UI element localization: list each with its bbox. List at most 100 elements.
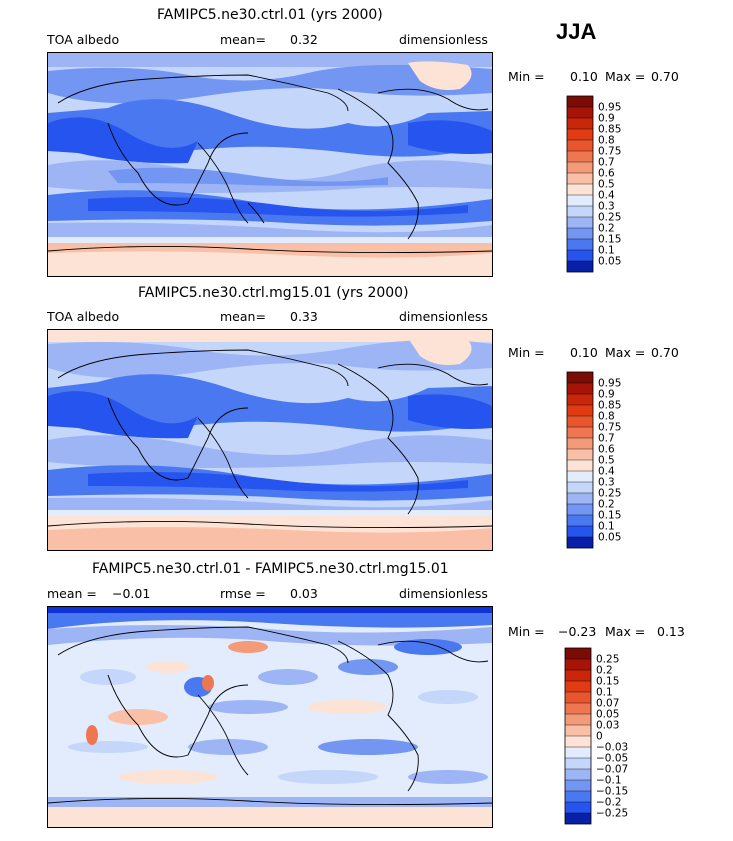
colorbar-swatch [567, 372, 593, 383]
colorbar-swatch [565, 769, 591, 780]
colorbar-level-label: 0.85 [598, 400, 621, 412]
colorbar-level-label: 0.05 [598, 532, 621, 544]
colorbar-swatch [567, 438, 593, 449]
colorbar-level-label: 0.07 [596, 698, 619, 710]
colorbar-level-label: 0.85 [598, 124, 621, 136]
colorbar-level-label: 0 [596, 731, 603, 743]
colorbar-swatch [567, 162, 593, 173]
panel3-units: dimensionless [399, 586, 488, 601]
colorbar-level-label: 0.1 [596, 687, 613, 699]
colorbar-level-label: 0.25 [596, 654, 619, 666]
colorbar-level-label: 0.75 [598, 146, 621, 158]
colorbar-swatch [567, 250, 593, 261]
colorbar-swatch [565, 813, 591, 824]
colorbar-swatch [567, 107, 593, 118]
colorbar-level-label: 0.9 [598, 389, 615, 401]
colorbar-swatch [565, 703, 591, 714]
colorbar-swatch [565, 758, 591, 769]
colorbar-level-label: 0.8 [598, 135, 615, 147]
colorbar-level-label: 0.4 [598, 190, 615, 202]
colorbar-level-label: 0.7 [598, 157, 615, 169]
colorbar-swatch [565, 692, 591, 703]
panel1-map [47, 52, 493, 277]
panel1-field-label: TOA albedo [47, 32, 120, 47]
colorbar-level-label: 0.8 [598, 411, 615, 423]
panel1-mean-label: mean= [220, 32, 266, 47]
panel3-colorbar: 0.25 0.2 0.15 0.1 0.07 0.05 0.03 0 −0.03 −0.05 −0.… [564, 647, 685, 825]
colorbar-level-label: 0.95 [598, 378, 621, 390]
colorbar-level-label: 0.5 [598, 455, 615, 467]
panel2-mean-value: 0.33 [290, 309, 318, 324]
panel2-mean-label: mean= [220, 309, 266, 324]
panel3-mean-label: mean = [47, 586, 97, 601]
colorbar-level-label: 0.4 [598, 466, 615, 478]
colorbar-swatch [565, 648, 591, 659]
panel2-units: dimensionless [399, 309, 488, 324]
colorbar-level-label: 0.95 [598, 102, 621, 114]
panel3-mean-value: −0.01 [112, 586, 151, 601]
colorbar-swatch [567, 460, 593, 471]
panel2-max-value: 0.70 [651, 345, 679, 360]
colorbar-swatch [565, 725, 591, 736]
colorbar-swatch [567, 261, 593, 272]
colorbar-swatch [567, 118, 593, 129]
panel1-title: FAMIPC5.ne30.ctrl.01 (yrs 2000) [157, 7, 383, 23]
panel2-max-label: Max = [605, 345, 646, 360]
colorbar-level-label: 0.7 [598, 433, 615, 445]
colorbar-swatch [567, 515, 593, 526]
colorbar-swatch [567, 206, 593, 217]
panel3-map [47, 606, 493, 828]
panel2-colorbar: 0.95 0.9 0.85 0.8 0.75 0.7 0.6 0.5 0.4 0.3 0.25 0.2… [566, 371, 687, 549]
colorbar-swatch [565, 736, 591, 747]
colorbar-level-label: 0.6 [598, 444, 615, 456]
colorbar-swatch [567, 217, 593, 228]
colorbar-swatch [567, 405, 593, 416]
panel3-max-label: Max = [605, 624, 646, 639]
colorbar-swatch [565, 659, 591, 670]
colorbar-level-label: 0.9 [598, 113, 615, 125]
panel2-min-label: Min = [508, 345, 545, 360]
colorbar-level-label: 0.05 [598, 256, 621, 268]
colorbar-level-label: 0.5 [598, 179, 615, 191]
panel1-max-value: 0.70 [651, 69, 679, 84]
colorbar-swatch [567, 96, 593, 107]
colorbar-level-label: −0.07 [596, 764, 628, 776]
colorbar-swatch [567, 239, 593, 250]
panel1-units: dimensionless [399, 32, 488, 47]
colorbar-level-label: 0.15 [596, 676, 619, 688]
panel2-field-label: TOA albedo [47, 309, 120, 324]
colorbar-swatch [567, 184, 593, 195]
colorbar-swatch [567, 504, 593, 515]
panel3-min-value: −0.23 [558, 624, 597, 639]
colorbar-swatch [567, 129, 593, 140]
panel1-max-label: Max = [605, 69, 646, 84]
panel3-min-label: Min = [508, 624, 545, 639]
panel1-mean-value: 0.32 [290, 32, 318, 47]
colorbar-level-label: −0.25 [596, 808, 628, 820]
panel1-min-value: 0.10 [570, 69, 598, 84]
season-label: JJA [556, 19, 597, 44]
colorbar-level-label: 0.2 [598, 499, 615, 511]
colorbar-swatch [567, 493, 593, 504]
colorbar-swatch [565, 714, 591, 725]
colorbar-level-label: 0.05 [596, 709, 619, 721]
colorbar-swatch [567, 482, 593, 493]
colorbar-swatch [565, 780, 591, 791]
colorbar-level-label: 0.6 [598, 168, 615, 180]
colorbar-swatch [565, 681, 591, 692]
colorbar-swatch [567, 449, 593, 460]
colorbar-level-label: −0.03 [596, 742, 628, 754]
colorbar-swatch [567, 383, 593, 394]
colorbar-swatch [567, 416, 593, 427]
colorbar-level-label: 0.15 [598, 234, 621, 246]
colorbar-swatch [567, 537, 593, 548]
colorbar-level-label: 0.3 [598, 477, 615, 489]
panel3-title: FAMIPC5.ne30.ctrl.01 - FAMIPC5.ne30.ctrl… [92, 561, 449, 577]
colorbar-level-label: 0.2 [598, 223, 615, 235]
colorbar-swatch [565, 802, 591, 813]
panel1-colorbar: 0.95 0.9 0.85 0.8 0.75 0.7 0.6 0.5 0.4 0.3 0.25 0.2… [566, 95, 687, 273]
colorbar-level-label: −0.2 [596, 797, 622, 809]
colorbar-level-label: 0.3 [598, 201, 615, 213]
colorbar-swatch [567, 228, 593, 239]
colorbar-level-label: 0.75 [598, 422, 621, 434]
